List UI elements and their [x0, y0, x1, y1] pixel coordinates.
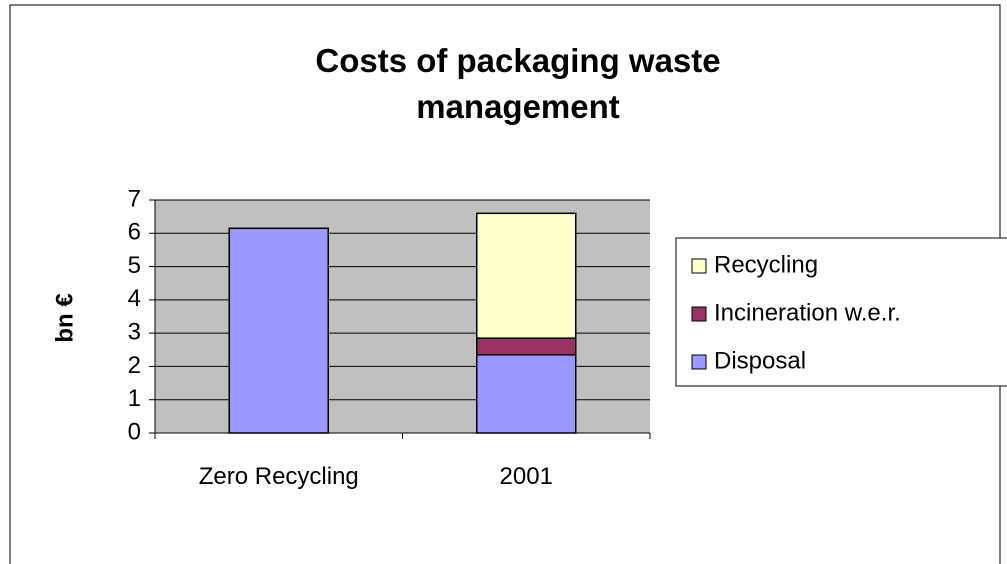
y-tick-label: 2	[128, 352, 141, 379]
y-tick-label: 4	[128, 285, 141, 312]
y-tick-label: 0	[128, 418, 141, 445]
legend-label: Incineration w.e.r.	[714, 299, 901, 326]
y-tick-label: 5	[128, 252, 141, 279]
bar-segment	[228, 227, 329, 434]
y-tick-label: 7	[128, 185, 141, 212]
y-axis-label: bn €	[51, 293, 78, 342]
x-tick-label: Zero Recycling	[198, 463, 359, 490]
bar-segment	[476, 337, 577, 356]
y-tick-label: 6	[128, 219, 141, 246]
x-tick-label: 2001	[499, 463, 553, 490]
y-tick-label: 3	[128, 318, 141, 345]
legend-swatch	[691, 354, 707, 370]
legend-swatch	[691, 258, 707, 274]
bar-segment	[476, 212, 577, 339]
bar-segment	[476, 354, 577, 434]
legend-swatch	[691, 306, 707, 322]
legend-label: Recycling	[714, 251, 818, 278]
legend-box	[675, 237, 1007, 387]
chart-title: Costs of packaging waste management	[315, 42, 721, 125]
legend-label: Disposal	[714, 347, 806, 374]
y-tick-label: 1	[128, 385, 141, 412]
